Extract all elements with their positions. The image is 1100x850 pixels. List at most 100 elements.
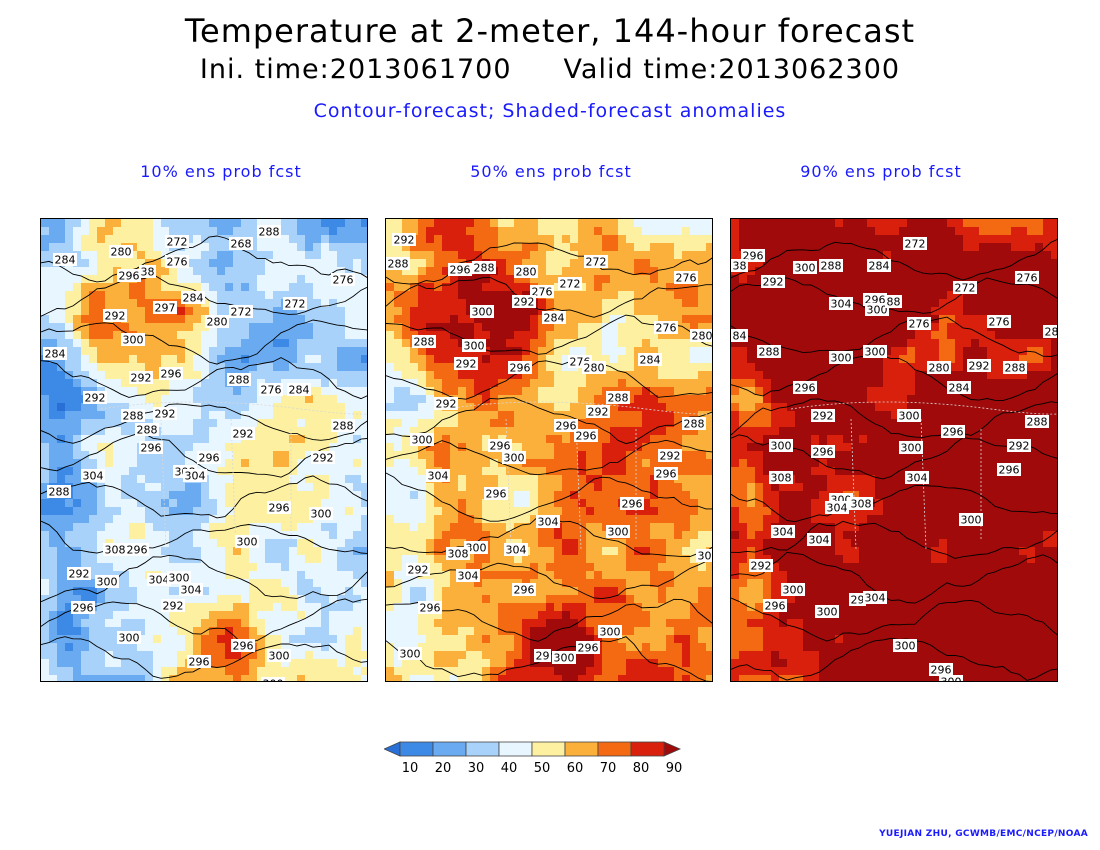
contour-label: 296 (997, 463, 1021, 477)
contour-label-text: 284 (183, 292, 204, 305)
contour-label-text: 300 (901, 442, 922, 455)
contour-label-text: 308 (771, 472, 792, 485)
contour-label-text: 280 (516, 266, 537, 279)
contour-label: 292 (153, 407, 177, 421)
contour-label-text: 292 (1009, 440, 1030, 453)
contour-label: 300 (897, 409, 921, 423)
contour-label-text: 308 (448, 548, 469, 561)
contour-label-text: 292 (969, 360, 990, 373)
contour-label-text: 272 (167, 236, 188, 249)
colorbar-segment (597, 741, 632, 757)
contour-label-text: 84 (733, 330, 747, 343)
contour-label: 288 (606, 391, 630, 405)
contour-label: 300 (781, 583, 805, 597)
contour-label-text: 304 (458, 570, 479, 583)
temperature-contours (731, 239, 1057, 681)
contour-label-text: 300 (698, 550, 714, 563)
contour-label: 308 (103, 543, 127, 557)
colorbar-segment (399, 741, 434, 757)
colorbar: 10 20 30 40 50 60 70 80 90 (384, 741, 683, 776)
contour-label-text: 304 (827, 502, 848, 515)
contour-label: 300 (470, 305, 494, 319)
contour-label-text: 292 (408, 564, 429, 577)
contour-label-text: 296 (490, 440, 511, 453)
contour-label: 292 (129, 371, 153, 385)
contour-label: 304 (183, 469, 207, 483)
colorbar-segment (432, 741, 467, 757)
contour-label-text: 292 (69, 568, 90, 581)
contour-label-text: 280 (584, 362, 605, 375)
contour-label: 38 (139, 265, 156, 279)
colorbar-tick-label: 70 (600, 761, 617, 776)
contour-label: 280 (205, 315, 229, 329)
contour-label: 288 (472, 261, 496, 275)
contour-label: 276 (259, 383, 283, 397)
contour-label: 304 (456, 569, 480, 583)
contour-label: 300 (696, 549, 714, 563)
contour-label: 296 (654, 467, 678, 481)
subtitle: Contour-forecast; Shaded-forecast anomal… (313, 100, 787, 122)
contour-label: 292 (311, 451, 335, 465)
contour-label: 296 (793, 381, 817, 395)
contour-label-text: 300 (895, 640, 916, 653)
contour-label: 292 (103, 309, 127, 323)
contour-label: 296 (941, 425, 965, 439)
contour-label: 292 (586, 405, 610, 419)
contour-label: 300 (95, 575, 119, 589)
contour-label-text: 300 (169, 572, 190, 585)
contour-label-text: 288 (49, 486, 70, 499)
map-panel-90: 296 38 300 288 284 272 292 276 304 296 300 88 272 276… (730, 218, 1058, 682)
contour-label-text: 276 (167, 256, 188, 269)
contour-label: 300 (865, 303, 889, 317)
contour-label: 296 (159, 367, 183, 381)
contour-label-text: 296 (795, 382, 816, 395)
colorbar-segment (531, 741, 566, 757)
contour-label-text: 288 (388, 258, 409, 271)
contour-label-text: 300 (865, 346, 886, 359)
contour-label: 300 (793, 261, 817, 275)
contour-label-text: 284 (45, 348, 66, 361)
contour-label-text: 88 (887, 296, 901, 309)
contour-label-text: 296 (450, 264, 471, 277)
contour-label: 300 (552, 651, 576, 665)
contour-label-text: 268 (231, 238, 252, 251)
contour-label: 296 (574, 429, 598, 443)
contour-label: 29 (534, 649, 551, 663)
contour-label: 276 (165, 255, 189, 269)
colorbar-tick-label: 30 (468, 761, 485, 776)
contour-label-text: 288 (821, 260, 842, 273)
colorbar-tick-label: 90 (666, 761, 683, 776)
credit-text: YUEJIAN ZHU, GCWMB/EMC/NCEP/NOAA (879, 829, 1088, 839)
contour-label-text: 288 (759, 346, 780, 359)
contour-label-text: 276 (333, 274, 354, 287)
contour-label-text: 300 (119, 632, 140, 645)
contour-label: 268 (229, 237, 253, 251)
contour-label-text: 296 (656, 468, 677, 481)
contour-label: 276 (530, 285, 554, 299)
contour-label-text: 292 (588, 406, 609, 419)
contour-label: 304 (825, 501, 849, 515)
contour-label-text: 296 (622, 498, 643, 511)
contour-label: 276 (331, 273, 355, 287)
colorbar-tick-label: 10 (402, 761, 419, 776)
colorbar-tick-label: 80 (633, 761, 650, 776)
contour-label: 296 (231, 639, 255, 653)
contour-label: 288 (386, 257, 410, 271)
contour-label-text: 300 (608, 526, 629, 539)
contour-label: 300 (117, 631, 141, 645)
contour-label-text: 300 (504, 452, 525, 465)
contour-label-text: 296 (514, 584, 535, 597)
contour-label: 272 (229, 305, 253, 319)
contour-label: 296 (512, 583, 536, 597)
contour-label-text: 292 (763, 276, 784, 289)
contour-label-text: 300 (123, 334, 144, 347)
contour-label: 288 (47, 485, 71, 499)
contour-label-text: 304 (83, 470, 104, 483)
contour-label-text: 304 (773, 526, 794, 539)
contour-label-text: 300 (269, 650, 290, 663)
contour-label: 288 (757, 345, 781, 359)
contour-label-text: 296 (813, 446, 834, 459)
contour-label: 288 (819, 259, 843, 273)
time-line: Ini. time:2013061700 Valid time:201306230… (0, 54, 1100, 85)
